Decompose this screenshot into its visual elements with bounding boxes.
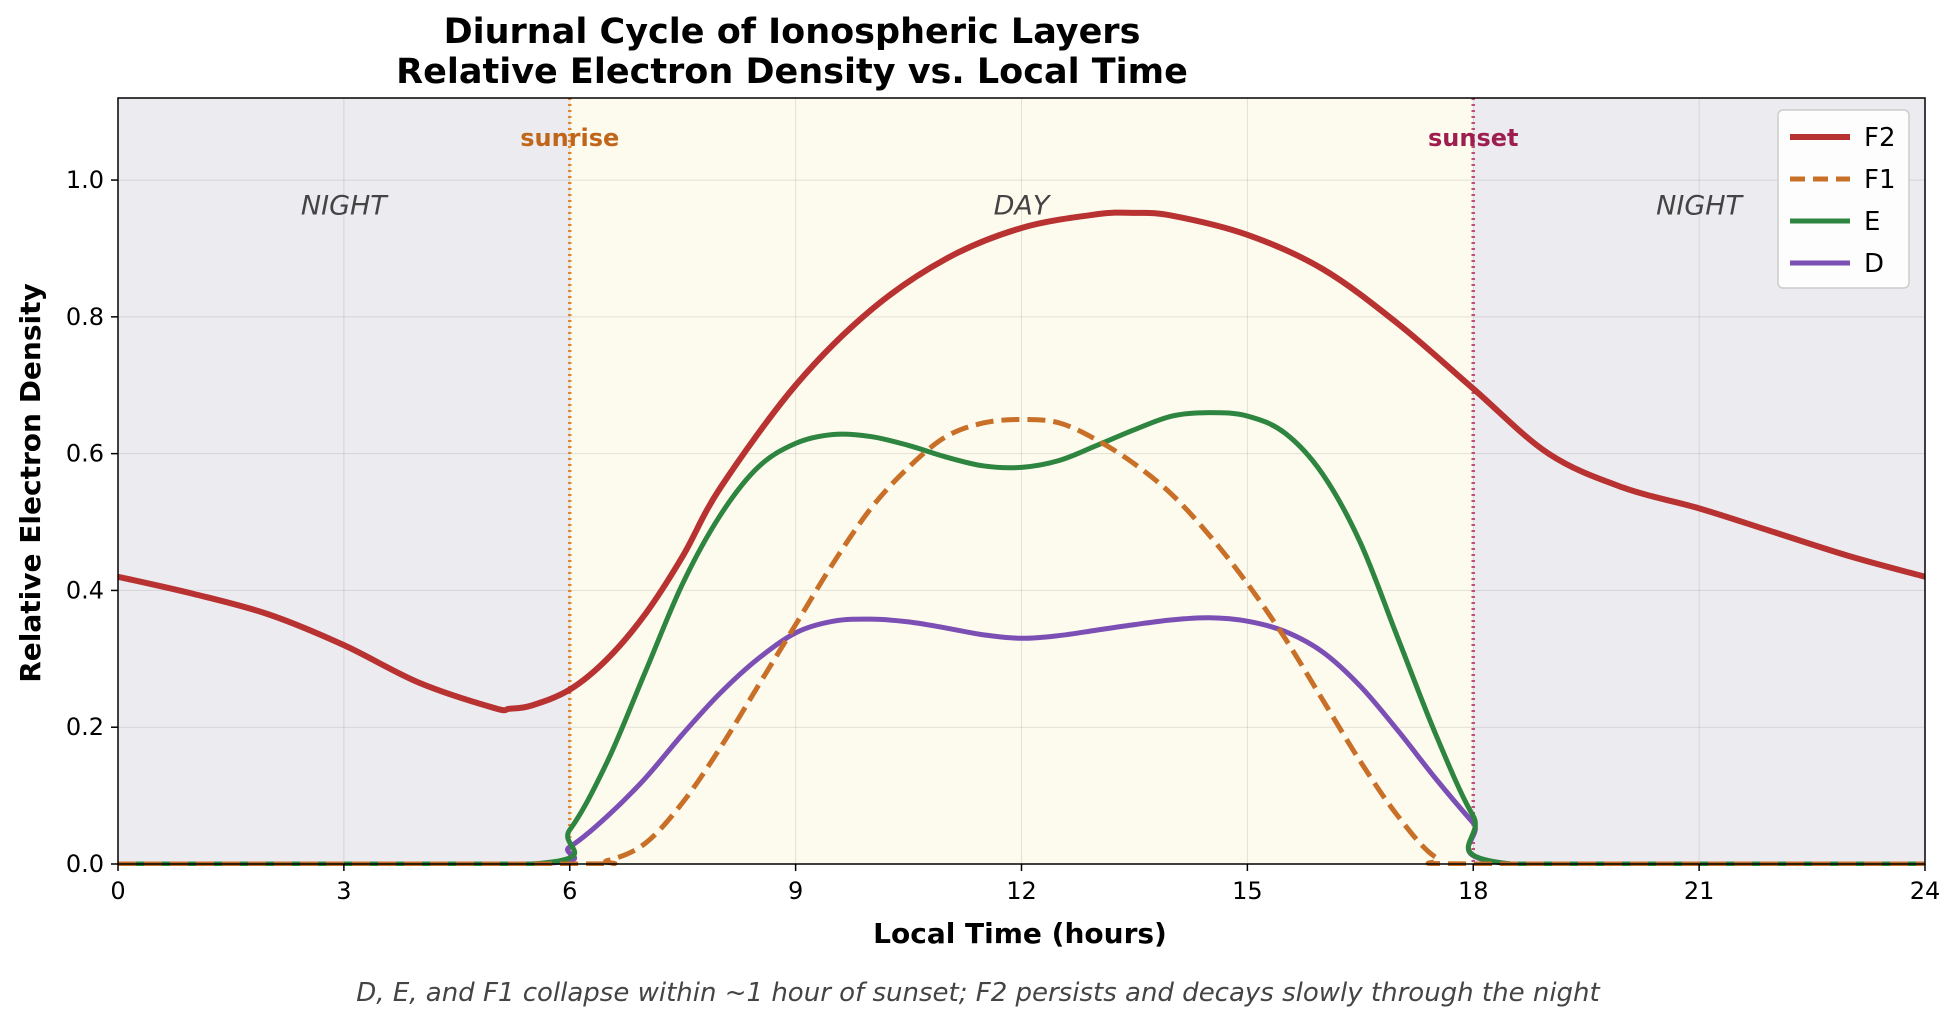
y-tick-label: 1.0 bbox=[66, 166, 104, 194]
legend-label-f1: F1 bbox=[1864, 165, 1896, 195]
x-tick-label: 21 bbox=[1684, 877, 1715, 905]
legend: F2 F1 ED bbox=[1777, 109, 1910, 289]
region-label-1: DAY bbox=[994, 190, 1052, 221]
x-tick-label: 15 bbox=[1232, 877, 1263, 905]
x-tick-label: 9 bbox=[788, 877, 803, 905]
y-tick-label: 0.0 bbox=[66, 850, 104, 878]
x-tick-label: 18 bbox=[1458, 877, 1489, 905]
x-tick-label: 24 bbox=[1910, 877, 1941, 905]
region-night-0 bbox=[118, 98, 570, 864]
axis-ticks: 0 3 6 9 12 15 18 21 24 0.0 0.2 0.4 0.6 0.8 1.0 bbox=[66, 166, 1940, 905]
region-label-0: NIGHT bbox=[301, 190, 389, 221]
series-line-f2 bbox=[118, 209, 1925, 714]
chart-subtitle: Relative Electron Density vs. Local Time bbox=[396, 52, 1188, 92]
sunset-label: sunset bbox=[1428, 124, 1519, 152]
x-tick-label: 6 bbox=[562, 877, 577, 905]
y-axis-label: Relative Electron Density bbox=[14, 283, 47, 683]
x-axis-label: Local Time (hours) bbox=[873, 917, 1167, 950]
legend-label-e: E bbox=[1864, 207, 1880, 237]
y-tick-label: 0.4 bbox=[66, 576, 104, 604]
time-regions: NIGHT DAY NIGHT bbox=[118, 98, 1925, 864]
x-tick-label: 12 bbox=[1006, 877, 1037, 905]
series-line-e bbox=[118, 410, 1925, 866]
legend-label-d: D bbox=[1864, 249, 1884, 279]
y-tick-label: 0.6 bbox=[66, 440, 104, 468]
legend-label-f2: F2 bbox=[1864, 123, 1896, 153]
y-tick-label: 0.2 bbox=[66, 713, 104, 741]
sunrise-label: sunrise bbox=[520, 124, 619, 152]
y-tick-label: 0.8 bbox=[66, 303, 104, 331]
chart-title: Diurnal Cycle of Ionospheric Layers bbox=[444, 12, 1141, 52]
series-lines bbox=[118, 209, 1925, 866]
series-line-d bbox=[118, 615, 1925, 866]
region-label-2: NIGHT bbox=[1656, 190, 1744, 221]
chart-annotation: D, E, and F1 collapse within ~1 hour of … bbox=[356, 978, 1600, 1008]
x-tick-label: 3 bbox=[336, 877, 351, 905]
series-line-f1 bbox=[118, 416, 1925, 866]
legend-box bbox=[1777, 109, 1910, 289]
events: sunrise sunset bbox=[520, 98, 1519, 864]
x-tick-label: 0 bbox=[110, 877, 125, 905]
